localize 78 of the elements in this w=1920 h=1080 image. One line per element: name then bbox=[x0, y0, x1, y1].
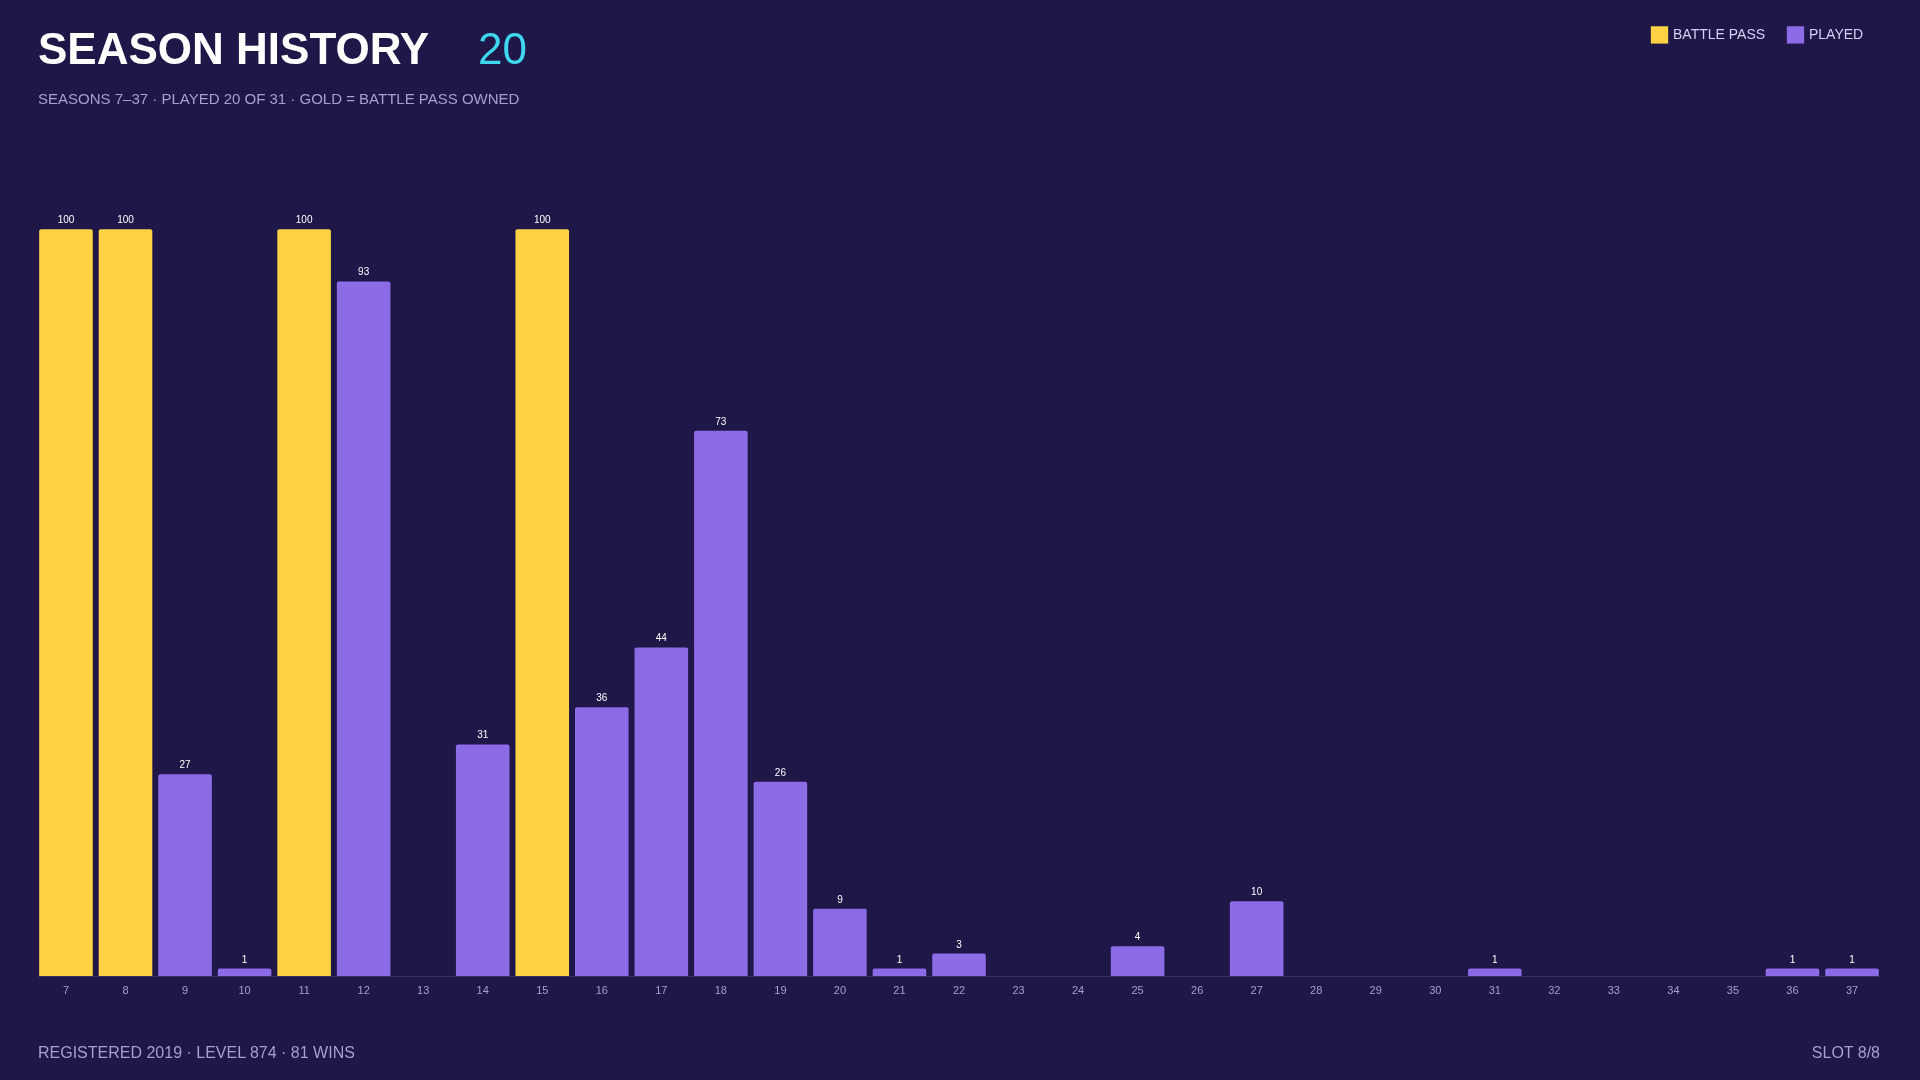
data-label: 1 bbox=[896, 953, 903, 965]
data-label: 100 bbox=[295, 214, 313, 226]
x-tick-label: 17 bbox=[655, 983, 668, 996]
data-label: 44 bbox=[655, 632, 668, 644]
data-label: 1 bbox=[1492, 953, 1499, 965]
x-tick-label: 20 bbox=[833, 983, 847, 996]
x-tick-label: 33 bbox=[1607, 983, 1621, 996]
bar bbox=[694, 430, 748, 976]
bar bbox=[1110, 946, 1165, 976]
x-tick-label: 29 bbox=[1369, 983, 1382, 996]
data-label: 27 bbox=[179, 759, 192, 771]
x-tick-label: 28 bbox=[1310, 983, 1323, 996]
data-label: 26 bbox=[774, 766, 787, 778]
x-tick-label: 34 bbox=[1667, 983, 1680, 996]
x-tick-label: 14 bbox=[476, 983, 489, 996]
data-label: 10 bbox=[1251, 886, 1263, 898]
x-tick-label: 8 bbox=[122, 983, 129, 996]
chart-title: SEASON HISTORY bbox=[38, 24, 430, 73]
bar bbox=[277, 229, 331, 976]
chart-subtitle: SEASONS 7–37 · PLAYED 20 OF 31 · GOLD = BATTLE PASS OWNED bbox=[38, 90, 520, 107]
bar bbox=[1468, 968, 1522, 976]
text: SLOT 8/8 bbox=[1811, 1044, 1881, 1061]
x-tick-label: 7 bbox=[62, 983, 70, 996]
bar bbox=[1229, 901, 1284, 976]
legend-label: PLAYED bbox=[1809, 25, 1864, 42]
bar bbox=[753, 781, 808, 976]
x-tick-label: 27 bbox=[1250, 983, 1263, 996]
data-label: 31 bbox=[477, 729, 489, 741]
data-label: 73 bbox=[715, 415, 727, 427]
data-label: 100 bbox=[57, 214, 75, 226]
x-tick-label: 30 bbox=[1429, 983, 1442, 996]
data-label: 4 bbox=[1134, 931, 1141, 943]
bar bbox=[336, 281, 391, 976]
data-label: 93 bbox=[358, 266, 370, 278]
x-tick-label: 37 bbox=[1845, 983, 1859, 996]
bar bbox=[39, 229, 93, 976]
bar bbox=[813, 908, 867, 976]
x-tick-label: 25 bbox=[1131, 983, 1144, 996]
text: REGISTERED 2019 · LEVEL 874 · 81 WINS bbox=[38, 1044, 355, 1061]
bar bbox=[158, 774, 212, 976]
x-tick-label: 9 bbox=[181, 983, 189, 996]
x-tick-label: 10 bbox=[238, 983, 251, 996]
data-label: 9 bbox=[837, 893, 844, 905]
data-label: 100 bbox=[533, 214, 552, 226]
data-label: 36 bbox=[596, 692, 608, 704]
x-tick-label: 15 bbox=[536, 983, 549, 996]
bar bbox=[515, 229, 570, 976]
data-label: 1 bbox=[241, 953, 248, 965]
text: 20 bbox=[478, 24, 527, 73]
x-tick-label: 21 bbox=[893, 983, 906, 996]
bar bbox=[634, 647, 689, 976]
data-label: 100 bbox=[117, 214, 135, 226]
bar bbox=[217, 968, 272, 976]
data-label: 3 bbox=[956, 938, 963, 950]
x-tick-label: 19 bbox=[774, 983, 787, 996]
bar bbox=[575, 707, 629, 976]
x-tick-label: 13 bbox=[417, 983, 430, 996]
x-tick-label: 26 bbox=[1191, 983, 1204, 996]
bar bbox=[455, 744, 510, 976]
bar bbox=[1765, 968, 1820, 976]
x-tick-label: 31 bbox=[1488, 983, 1501, 996]
x-tick-label: 36 bbox=[1786, 983, 1799, 996]
x-tick-label: 24 bbox=[1071, 983, 1085, 996]
bar bbox=[872, 968, 927, 976]
legend-label: BATTLE PASS bbox=[1673, 25, 1766, 42]
bar bbox=[1825, 968, 1879, 976]
x-tick-label: 23 bbox=[1012, 983, 1025, 996]
x-tick-label: 32 bbox=[1548, 983, 1561, 996]
x-tick-label: 18 bbox=[714, 983, 727, 996]
bar bbox=[932, 953, 986, 976]
x-tick-label: 12 bbox=[357, 983, 370, 996]
data-label: 1 bbox=[1849, 953, 1856, 965]
bar bbox=[98, 229, 153, 976]
x-tick-label: 16 bbox=[595, 983, 608, 996]
x-tick-label: 11 bbox=[298, 983, 310, 996]
x-tick-label: 22 bbox=[952, 983, 966, 996]
x-tick-label: 35 bbox=[1726, 983, 1740, 996]
data-label: 1 bbox=[1789, 953, 1796, 965]
